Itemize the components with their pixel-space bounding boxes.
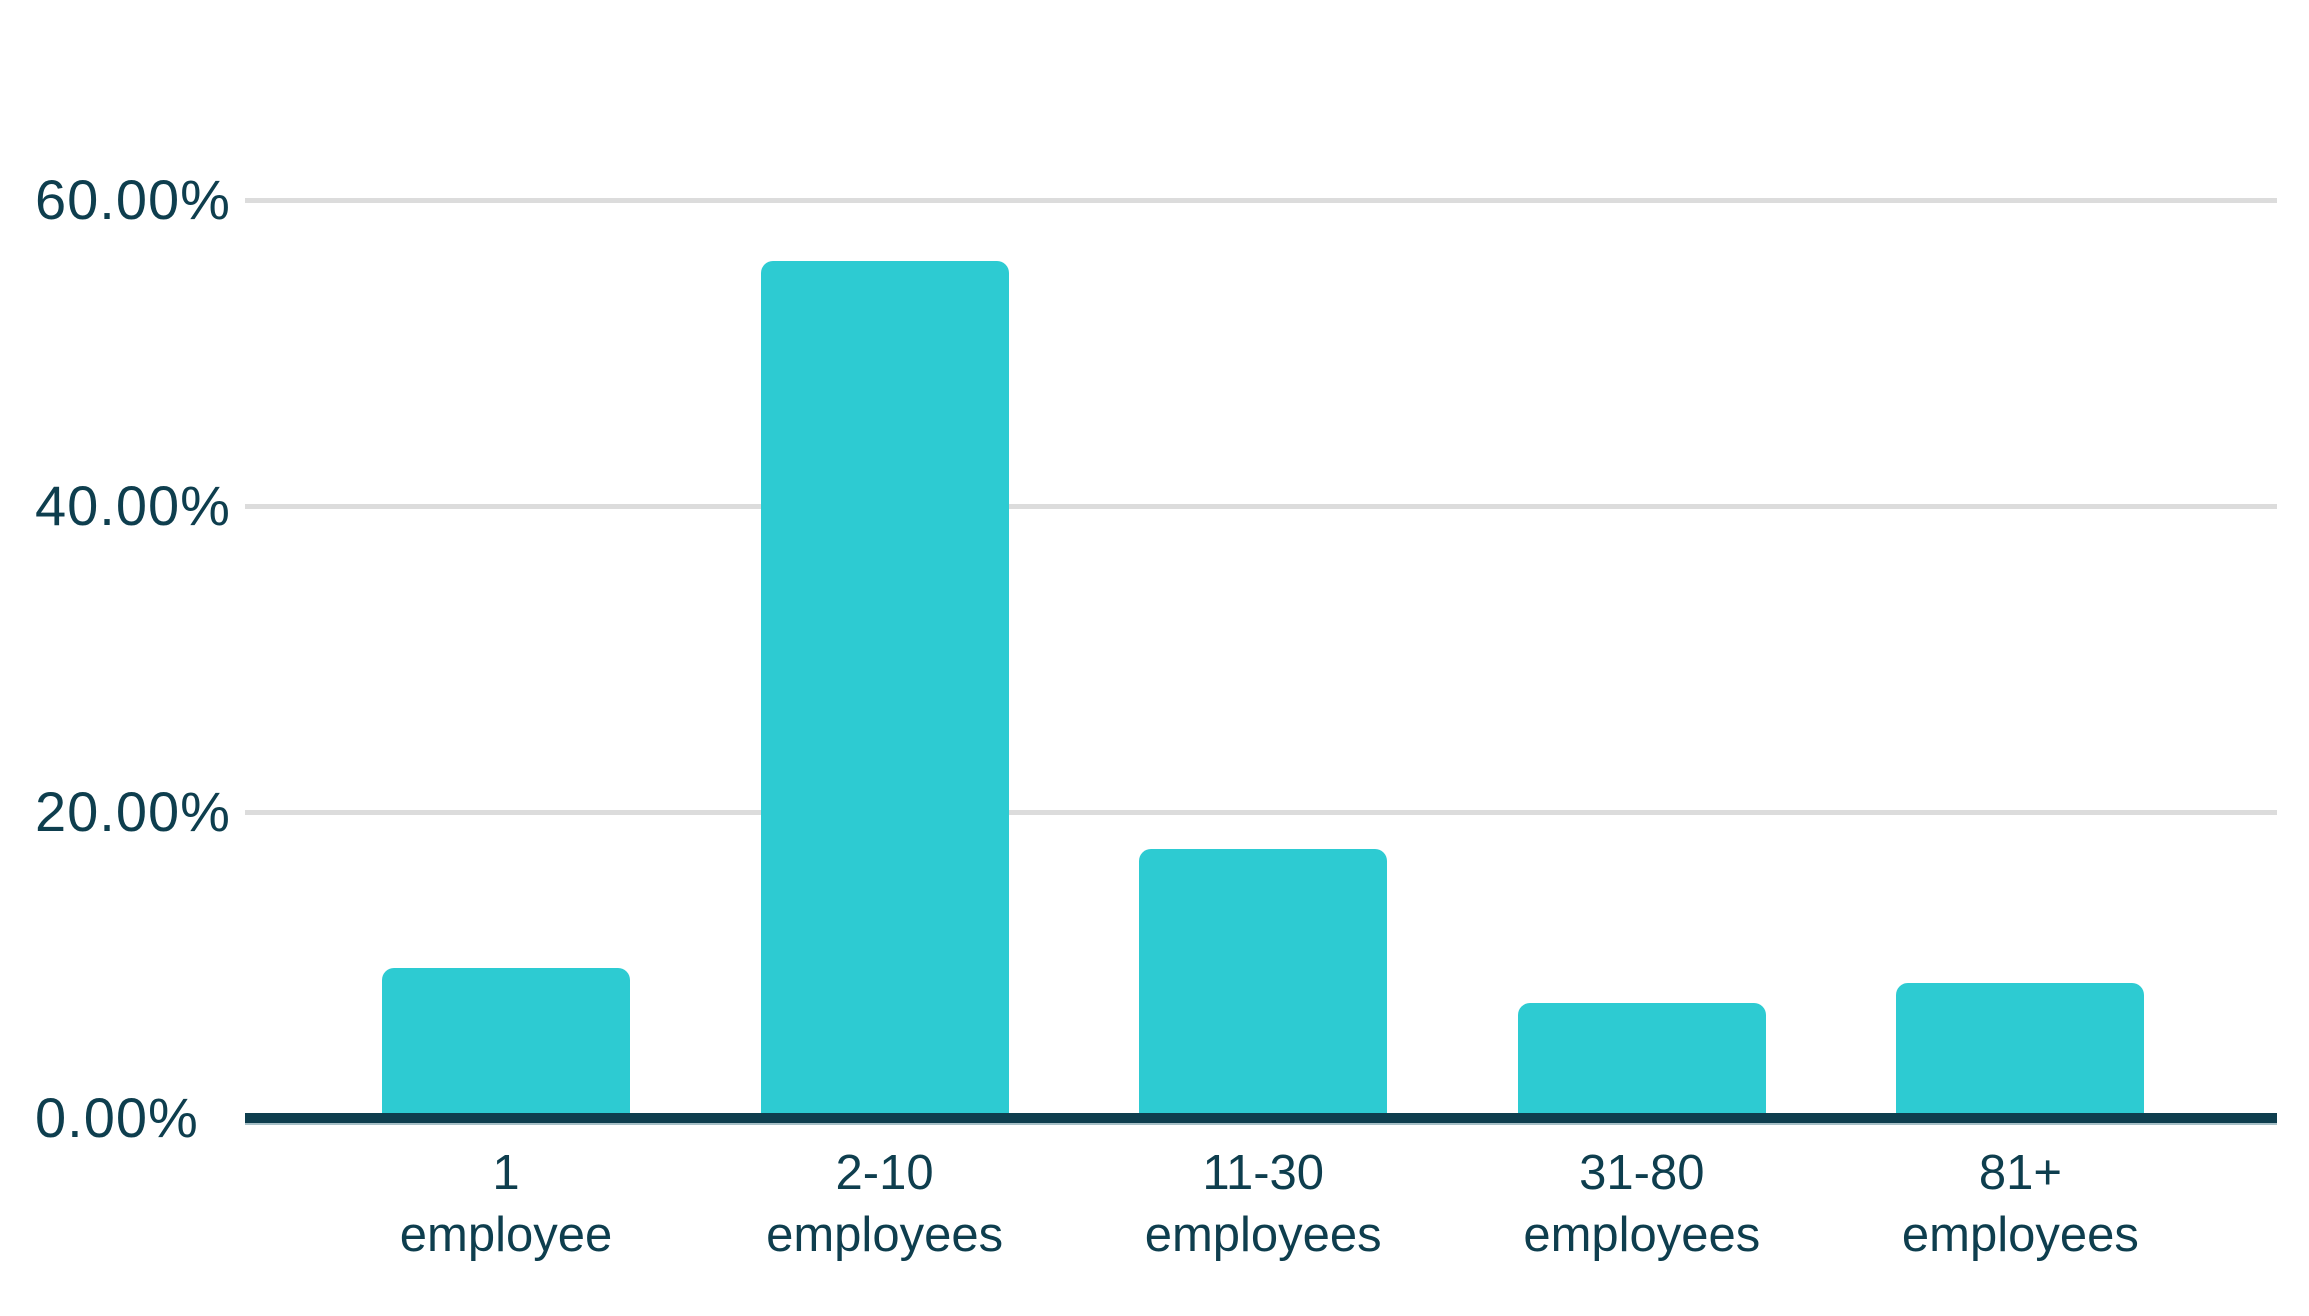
x-axis-category-label-line-2: employees [1901,1208,2139,1262]
x-axis-category-label-1: 1 employee [316,1142,696,1266]
x-axis-category-label-3: 11-30 employees [1073,1142,1453,1266]
bar-11-30-employees [1139,848,1388,1118]
x-axis-category-label-line-2: employees [1523,1208,1761,1262]
y-axis-tick-label-40: 40.00% [35,474,231,537]
x-axis-category-label-line-2: employees [1144,1208,1382,1262]
x-axis-category-label-line-1: 81+ [1978,1146,2062,1200]
y-axis-tick-label-20: 20.00% [35,780,231,843]
x-axis-category-label-line-1: 31-80 [1579,1146,1705,1200]
x-axis-category-label-5: 81+ employees [1830,1142,2210,1266]
x-axis-category-label-4: 31-80 employees [1452,1142,1832,1266]
y-axis-tick-label-60: 60.00% [35,168,231,231]
x-axis-category-label-line-1: 2-10 [835,1146,934,1200]
gridline-60 [245,198,2277,203]
x-axis-category-label-line-1: 11-30 [1202,1146,1325,1200]
gridline-40 [245,504,2277,509]
bar-81+-employees [1896,983,2145,1118]
bar-1-employee [382,968,630,1118]
x-axis-category-label-line-2: employee [399,1208,613,1262]
x-axis-line [245,1113,2277,1123]
y-axis-tick-label-0: 0.00% [35,1086,199,1149]
x-axis-category-label-line-2: employees [766,1208,1004,1262]
bar-31-80-employees [1517,1003,1766,1118]
gridline-20 [245,810,2277,815]
bar-2-10-employees [760,261,1009,1118]
x-axis-category-label-2: 2-10 employees [695,1142,1075,1266]
x-axis-category-label-line-1: 1 [492,1146,520,1200]
